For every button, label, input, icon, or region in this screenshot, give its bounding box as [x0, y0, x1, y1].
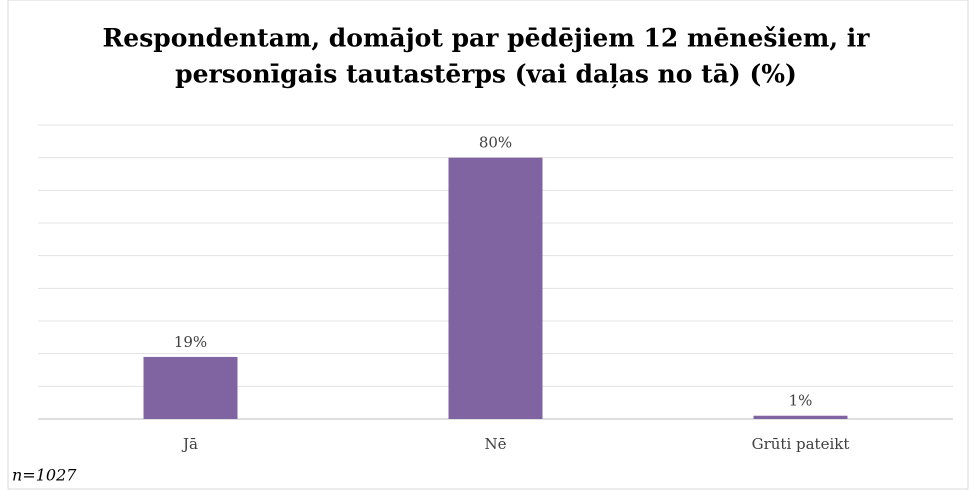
bar: [448, 157, 543, 419]
x-tick-label: Nē: [484, 435, 506, 453]
sample-note: n=1027: [12, 466, 77, 485]
x-tick-label: Grūti pateikt: [752, 435, 850, 453]
x-tick-label: Jā: [181, 435, 198, 453]
data-label: 1%: [789, 392, 813, 410]
chart-title: Respondentam, domājot par pēdējiem 12 mē…: [103, 24, 871, 53]
chart-title: personīgais tautastērps (vai daļas no tā…: [175, 60, 797, 89]
bar: [143, 356, 238, 419]
data-label: 80%: [479, 134, 512, 152]
data-label: 19%: [174, 333, 207, 351]
bar: [753, 415, 848, 419]
